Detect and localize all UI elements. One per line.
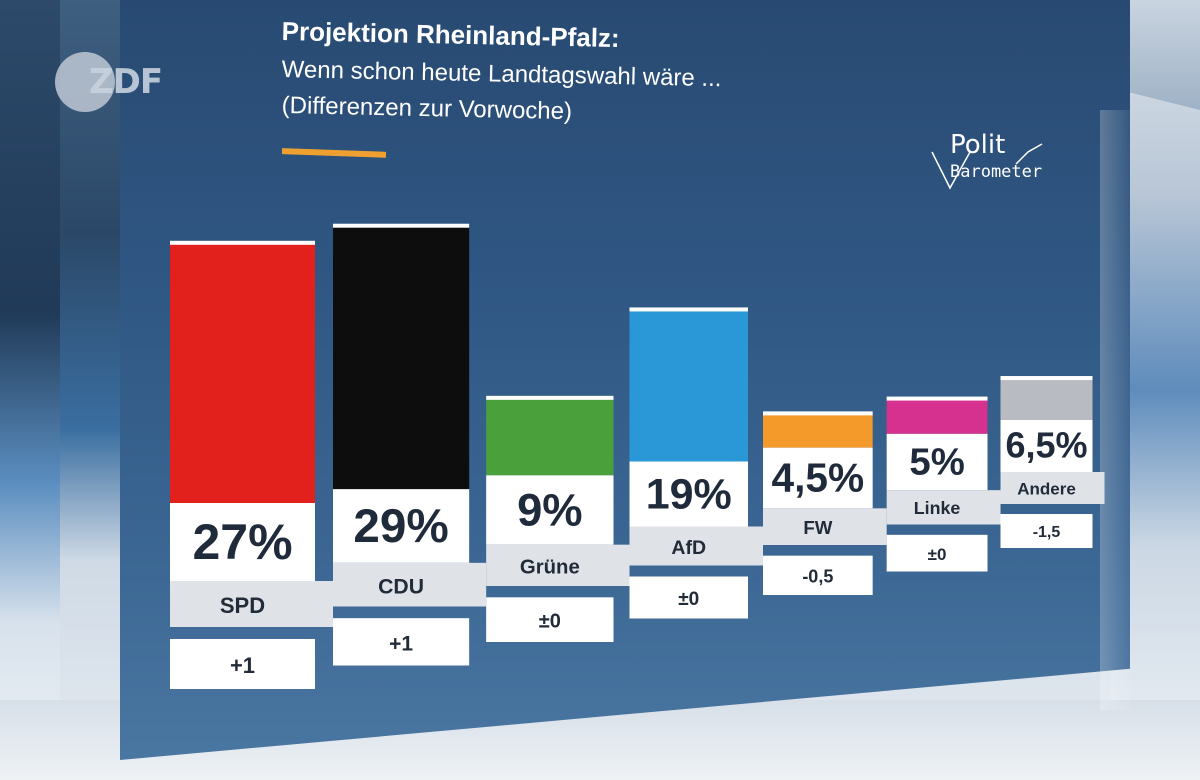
value-box-spd <box>170 503 315 581</box>
change-box-afd <box>629 576 748 619</box>
value-label-cdu: 29% <box>353 500 448 553</box>
change-label-andere: -1,5 <box>1033 524 1061 541</box>
value-label-spd: 27% <box>192 514 292 570</box>
bar-cdu <box>333 226 470 490</box>
value-label-afd: 19% <box>646 470 732 518</box>
bar-top-highlight-spd <box>170 240 315 245</box>
politbarometer-word-barometer: Barometer <box>950 162 1043 182</box>
zdf-logo-circle <box>55 52 115 112</box>
bar-top-highlight-cdu <box>333 223 470 228</box>
bar-top-highlight-fw <box>763 411 873 416</box>
name-band-cdu <box>333 562 487 607</box>
politbarometer-word-polit: Polit <box>950 130 1006 160</box>
party-label-spd: SPD <box>220 593 265 618</box>
party-label-gr-ne: Grüne <box>520 557 580 579</box>
party-label-linke: Linke <box>914 498 961 518</box>
change-box-cdu <box>333 618 470 666</box>
zdf-logo-text: ZDF <box>89 62 163 102</box>
value-label-linke: 5% <box>909 440 964 483</box>
party-label-andere: Andere <box>1017 479 1076 498</box>
name-band-afd <box>629 526 763 566</box>
change-box-andere <box>1000 514 1093 548</box>
change-label-linke: ±0 <box>928 545 947 564</box>
value-label-andere: 6,5% <box>1005 424 1087 465</box>
value-box-andere <box>1000 420 1093 472</box>
value-label-gr-ne: 9% <box>517 484 583 535</box>
screen-glass-edge <box>1100 110 1130 710</box>
change-box-spd <box>170 639 315 689</box>
bar-linke <box>886 399 988 434</box>
name-band-fw <box>763 508 887 545</box>
party-label-fw: FW <box>803 517 832 538</box>
bar-andere <box>1000 379 1093 420</box>
change-label-afd: ±0 <box>678 589 699 610</box>
bar-top-highlight-andere <box>1000 376 1093 381</box>
bar-gr-ne <box>486 398 614 476</box>
change-box-gr-ne <box>486 597 614 642</box>
bar-fw <box>763 414 873 448</box>
change-label-cdu: +1 <box>389 632 413 655</box>
change-label-fw: -0,5 <box>802 566 833 586</box>
value-box-linke <box>886 433 988 491</box>
name-band-linke <box>886 490 1001 525</box>
value-box-cdu <box>333 489 470 563</box>
name-band-andere <box>1000 472 1105 504</box>
bar-spd <box>170 243 315 504</box>
value-box-gr-ne <box>486 475 614 545</box>
value-box-fw <box>763 447 873 509</box>
change-box-fw <box>763 555 873 595</box>
zdf-logo: ZDF <box>55 52 175 112</box>
change-label-spd: +1 <box>230 653 255 678</box>
name-band-spd <box>170 581 333 627</box>
value-box-afd <box>629 461 748 527</box>
studio-background-left <box>0 0 60 780</box>
party-label-afd: AfD <box>671 537 706 559</box>
bar-top-highlight-afd <box>629 307 748 312</box>
change-box-linke <box>886 534 988 572</box>
politbarometer-check-icon <box>931 143 1043 190</box>
name-band-gr-ne <box>486 544 630 586</box>
bar-top-highlight-linke <box>886 396 988 401</box>
party-label-cdu: CDU <box>378 575 424 598</box>
change-label-gr-ne: ±0 <box>539 611 561 633</box>
politbarometer-logo: Polit Barometer <box>928 130 1058 200</box>
value-label-fw: 4,5% <box>771 454 864 500</box>
bar-top-highlight-gr-ne <box>486 395 614 400</box>
bar-afd <box>629 310 748 462</box>
